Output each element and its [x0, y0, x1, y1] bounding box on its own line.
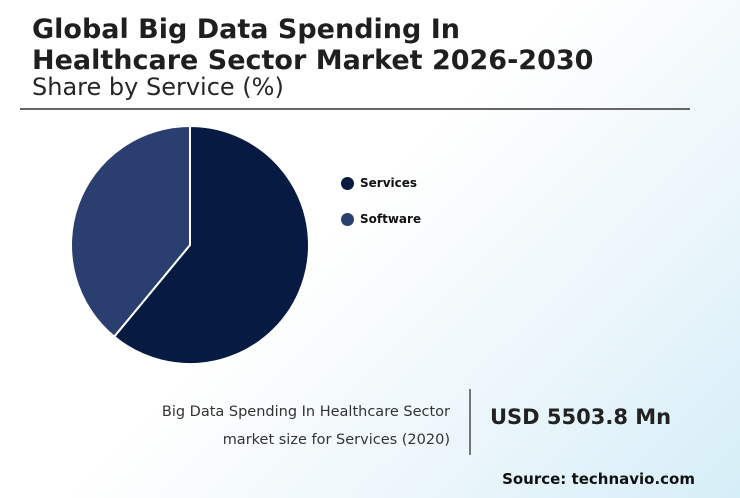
source-note: Source: technavio.com — [502, 470, 695, 488]
legend-label-software: Software — [360, 212, 422, 226]
legend-item-services: Services — [341, 174, 421, 192]
caption-line-2: market size for Services (2020) — [222, 432, 450, 448]
pie-slice-services — [112, 124, 310, 365]
market-size-value: USD 5503.8 Mn — [490, 405, 672, 429]
legend-swatch-services — [341, 176, 354, 190]
chart-legend: Services Software — [341, 174, 421, 246]
page-title: Global Big Data Spending In Healthcare S… — [32, 14, 593, 76]
legend-label-services: Services — [360, 176, 418, 190]
header-divider — [20, 108, 690, 110]
market-size-caption: Big Data Spending In Healthcare Sector m… — [162, 398, 450, 454]
caption-divider — [469, 389, 471, 455]
pie-chart — [70, 124, 310, 365]
caption-line-1: Big Data Spending In Healthcare Sector — [161, 404, 450, 420]
page-subtitle: Share by Service (%) — [32, 73, 284, 101]
title-line-2: Healthcare Sector Market 2026-2030 — [32, 45, 594, 76]
title-line-1: Global Big Data Spending In — [32, 14, 460, 45]
pie-slice-software — [70, 124, 191, 339]
legend-item-software: Software — [341, 210, 421, 228]
legend-swatch-software — [341, 212, 354, 226]
